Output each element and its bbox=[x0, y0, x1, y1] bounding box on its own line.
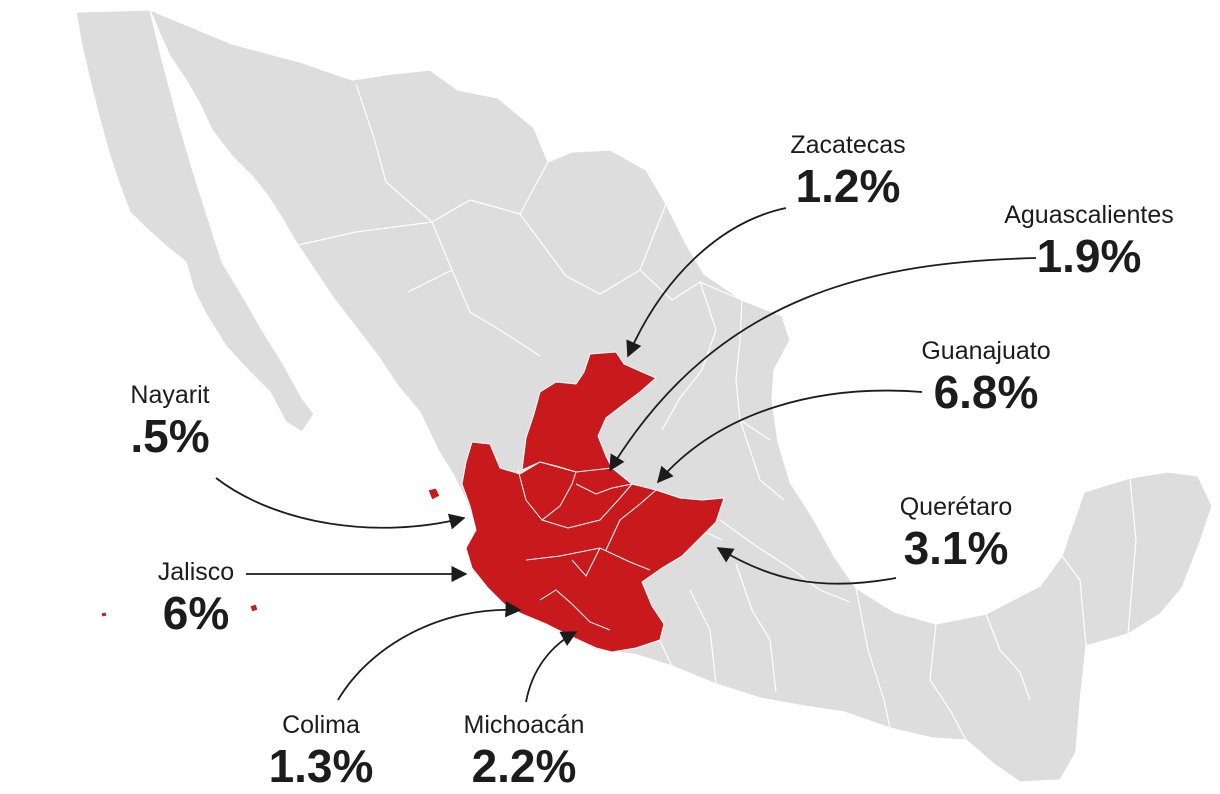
callout-queretaro: Querétaro 3.1% bbox=[876, 492, 1036, 574]
callout-colima: Colima 1.3% bbox=[256, 710, 386, 792]
callout-aguascalientes: Aguascalientes 1.9% bbox=[984, 200, 1194, 282]
callout-jalisco: Jalisco 6% bbox=[126, 557, 266, 639]
callout-michoacan-name: Michoacán bbox=[463, 711, 585, 739]
callout-jalisco-name: Jalisco bbox=[157, 558, 235, 586]
callout-zacatecas: Zacatecas 1.2% bbox=[768, 130, 928, 212]
arrow-colima bbox=[337, 601, 522, 701]
callout-aguascalientes-value: 1.9% bbox=[1036, 230, 1142, 282]
arrow-queretaro bbox=[716, 547, 897, 585]
callout-colima-value: 1.3% bbox=[268, 740, 374, 792]
callout-colima-name: Colima bbox=[282, 711, 360, 739]
nayarit-islands bbox=[427, 487, 441, 501]
callout-queretaro-value: 3.1% bbox=[903, 522, 1009, 574]
highlighted-states bbox=[100, 351, 725, 653]
callout-nayarit-name: Nayarit bbox=[130, 381, 210, 409]
highlighted-internal-borders bbox=[517, 469, 657, 631]
callout-guanajuato-name: Guanajuato bbox=[921, 337, 1051, 365]
arrow-aguascalientes bbox=[609, 257, 1037, 472]
arrow-michoacan bbox=[525, 631, 578, 703]
callout-zacatecas-name: Zacatecas bbox=[790, 131, 906, 159]
callout-nayarit: Nayarit .5% bbox=[100, 380, 240, 462]
arrow-zacatecas bbox=[626, 207, 787, 358]
state-borders bbox=[249, 83, 1137, 741]
callout-queretaro-name: Querétaro bbox=[899, 493, 1013, 521]
baja-california-peninsula bbox=[75, 9, 315, 433]
arrow-guanajuato bbox=[656, 389, 923, 484]
callout-guanajuato-value: 6.8% bbox=[933, 366, 1039, 418]
callout-arrows bbox=[215, 207, 1037, 703]
callout-michoacan: Michoacán 2.2% bbox=[446, 710, 602, 792]
callout-zacatecas-value: 1.2% bbox=[795, 160, 901, 212]
callout-aguascalientes-name: Aguascalientes bbox=[1004, 201, 1174, 229]
callout-nayarit-value: .5% bbox=[130, 410, 210, 462]
callout-jalisco-value: 6% bbox=[162, 587, 230, 639]
revillagigedo-islands-west bbox=[100, 611, 108, 618]
callout-guanajuato: Guanajuato 6.8% bbox=[896, 336, 1076, 418]
callout-michoacan-value: 2.2% bbox=[471, 740, 577, 792]
arrow-nayarit bbox=[215, 477, 466, 530]
revillagigedo-islands-east bbox=[249, 603, 259, 613]
central-highlight-region bbox=[461, 441, 725, 653]
